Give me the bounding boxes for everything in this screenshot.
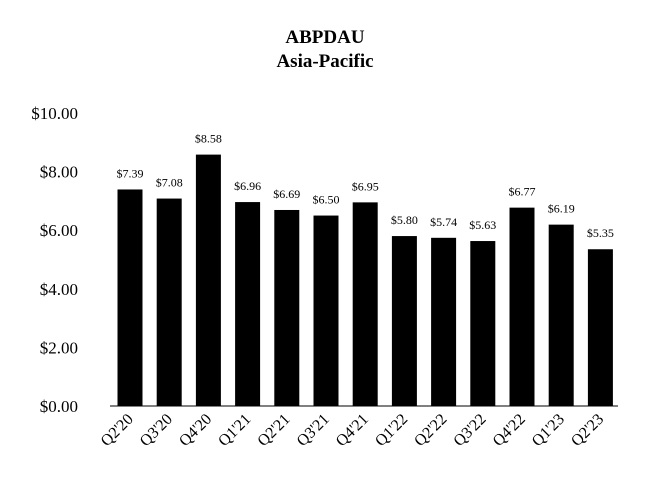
y-tick-label: $8.00 xyxy=(40,163,78,182)
bar xyxy=(391,236,417,406)
chart-title: ABPDAU xyxy=(285,27,365,48)
x-tick-label: Q3'21 xyxy=(294,411,333,450)
data-label: $8.58 xyxy=(195,132,222,146)
data-label: $6.96 xyxy=(234,179,261,193)
x-tick-label: Q3'22 xyxy=(450,411,489,450)
x-tick-label: Q2'23 xyxy=(568,411,607,450)
data-label: $7.08 xyxy=(156,176,183,190)
y-tick-label: $6.00 xyxy=(40,221,78,240)
data-label: $5.74 xyxy=(430,215,457,229)
chart-subtitle: Asia-Pacific xyxy=(276,51,374,72)
x-tick-label: Q2'22 xyxy=(411,411,450,450)
x-tick-label: Q4'21 xyxy=(333,411,372,450)
data-label: $6.19 xyxy=(548,202,575,216)
y-tick-label: $10.00 xyxy=(31,104,78,123)
x-tick-label: Q1'22 xyxy=(372,411,411,450)
y-tick-label: $4.00 xyxy=(40,280,78,299)
bar xyxy=(431,237,457,406)
data-label: $6.69 xyxy=(273,187,300,201)
y-tick-label: $0.00 xyxy=(40,397,78,416)
x-tick-label: Q4'22 xyxy=(490,411,529,450)
data-label: $6.95 xyxy=(352,179,379,193)
data-label: $6.50 xyxy=(313,193,340,207)
bar xyxy=(352,202,378,406)
bar xyxy=(509,207,535,406)
data-label: $5.80 xyxy=(391,213,418,227)
bar xyxy=(313,215,339,406)
x-tick-label: Q1'21 xyxy=(215,411,254,450)
bar xyxy=(156,198,182,406)
x-tick-label: Q2'20 xyxy=(98,411,137,450)
data-label: $5.63 xyxy=(469,218,496,232)
bar xyxy=(195,154,221,406)
bar xyxy=(470,241,496,406)
bar xyxy=(235,202,261,406)
data-label: $7.39 xyxy=(117,166,144,180)
data-label: $5.35 xyxy=(587,226,614,240)
bar xyxy=(117,189,143,406)
y-tick-label: $2.00 xyxy=(40,338,78,357)
x-tick-label: Q4'20 xyxy=(176,411,215,450)
bar xyxy=(274,209,300,406)
bar xyxy=(587,249,613,406)
x-tick-label: Q1'23 xyxy=(529,411,568,450)
bar xyxy=(548,224,574,406)
x-tick-label: Q2'21 xyxy=(254,411,293,450)
x-tick-label: Q3'20 xyxy=(137,411,176,450)
data-label: $6.77 xyxy=(509,185,536,199)
